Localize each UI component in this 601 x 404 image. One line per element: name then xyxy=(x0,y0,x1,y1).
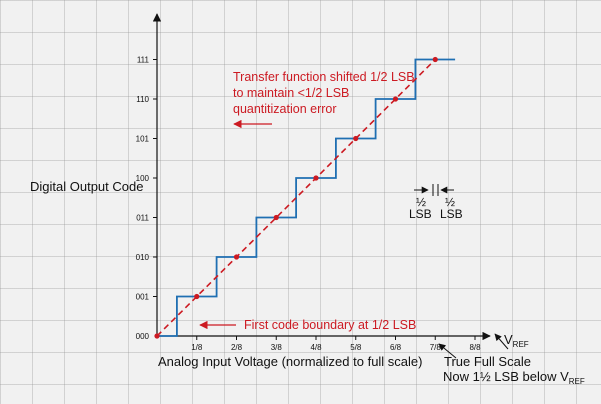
below-vref-label: Now 1½ LSB below VREF xyxy=(443,369,585,386)
ideal-point xyxy=(154,333,160,339)
x-tick-label: 3/8 xyxy=(271,343,283,352)
ideal-point xyxy=(432,56,438,63)
vref-label: VREF xyxy=(504,332,529,349)
true-full-scale-label: True Full Scale xyxy=(444,354,531,369)
shift-note-line-2: to maintain <1/2 LSB xyxy=(233,86,349,100)
half-lsb-right-bottom: LSB xyxy=(440,207,463,221)
y-tick-label: 100 xyxy=(136,174,150,183)
first-boundary-note: First code boundary at 1/2 LSB xyxy=(244,318,416,332)
x-tick-label: 5/8 xyxy=(350,343,362,352)
y-tick-label: 010 xyxy=(136,253,150,262)
series-layer xyxy=(154,56,456,339)
x-tick-label: 4/8 xyxy=(310,343,322,352)
y-tick-label: 001 xyxy=(136,293,150,302)
half-lsb-left-top: ½ xyxy=(416,195,426,209)
true-full-scale-arrow xyxy=(438,343,457,359)
half-lsb-left-bottom: LSB xyxy=(409,207,432,221)
ideal-point xyxy=(273,214,279,221)
ideal-point xyxy=(194,293,200,300)
x-tick-label: 1/8 xyxy=(191,343,203,352)
series-step-transfer xyxy=(157,58,456,337)
y-axis-label: Digital Output Code xyxy=(30,179,143,194)
x-tick-label: 7/8 xyxy=(430,343,442,352)
y-tick-label: 011 xyxy=(136,214,149,223)
ideal-point xyxy=(313,175,319,181)
y-tick-label: 000 xyxy=(136,332,150,341)
x-axis-ticks: 1/8 2/8 3/8 4/8 5/8 6/8 7/8 8/8 xyxy=(191,336,481,352)
y-tick-label: 111 xyxy=(137,56,150,65)
series-ideal-dashed xyxy=(156,58,436,337)
half-lsb-right-top: ½ xyxy=(445,195,455,209)
x-tick-label: 2/8 xyxy=(231,343,243,352)
shift-note-line-1: Transfer function shifted 1/2 LSB xyxy=(233,70,415,84)
ideal-point xyxy=(353,135,359,142)
x-tick-label: 8/8 xyxy=(469,343,481,352)
chart-axes xyxy=(152,13,491,341)
x-tick-label: 6/8 xyxy=(390,343,402,352)
y-tick-label: 110 xyxy=(136,95,149,104)
shift-note-line-3: quantitization error xyxy=(233,102,337,116)
y-axis-ticks: 000 001 010 011 100 101 110 111 xyxy=(136,56,157,341)
ideal-point xyxy=(233,254,240,260)
x-axis-label: Analog Input Voltage (normalized to full… xyxy=(158,354,423,369)
vref-arrow xyxy=(494,333,509,350)
y-tick-label: 101 xyxy=(136,135,150,144)
ideal-point xyxy=(392,96,399,102)
